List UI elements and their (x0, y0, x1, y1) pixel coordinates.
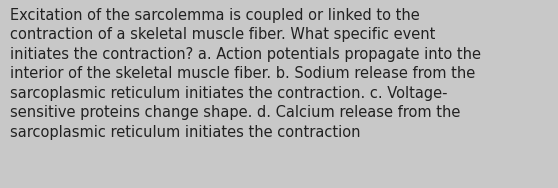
Text: Excitation of the sarcolemma is coupled or linked to the
contraction of a skelet: Excitation of the sarcolemma is coupled … (10, 8, 481, 140)
